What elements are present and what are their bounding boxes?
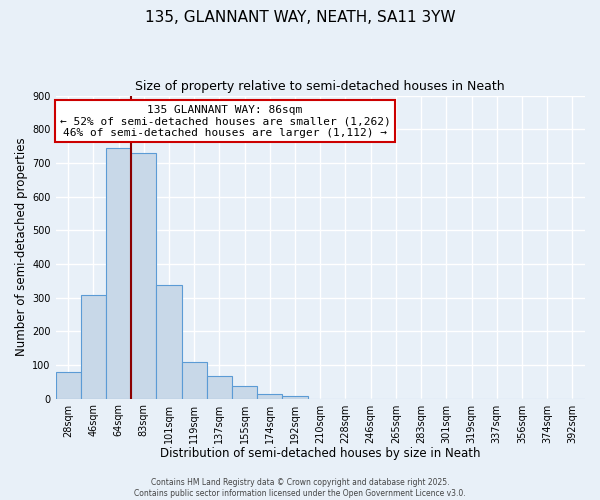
Bar [56, 372, 81, 398]
Title: Size of property relative to semi-detached houses in Neath: Size of property relative to semi-detach… [136, 80, 505, 93]
Y-axis label: Number of semi-detached properties: Number of semi-detached properties [15, 138, 28, 356]
Bar [157, 285, 182, 399]
Text: 135, GLANNANT WAY, NEATH, SA11 3YW: 135, GLANNANT WAY, NEATH, SA11 3YW [145, 10, 455, 25]
Bar [232, 386, 257, 398]
Text: 135 GLANNANT WAY: 86sqm
← 52% of semi-detached houses are smaller (1,262)
46% of: 135 GLANNANT WAY: 86sqm ← 52% of semi-de… [59, 104, 391, 138]
Bar [257, 394, 283, 398]
Bar [81, 295, 106, 399]
Bar [131, 153, 157, 398]
Bar [283, 396, 308, 398]
Bar [207, 376, 232, 398]
Text: Contains HM Land Registry data © Crown copyright and database right 2025.
Contai: Contains HM Land Registry data © Crown c… [134, 478, 466, 498]
X-axis label: Distribution of semi-detached houses by size in Neath: Distribution of semi-detached houses by … [160, 447, 481, 460]
Bar [106, 148, 131, 398]
Bar [182, 362, 207, 399]
